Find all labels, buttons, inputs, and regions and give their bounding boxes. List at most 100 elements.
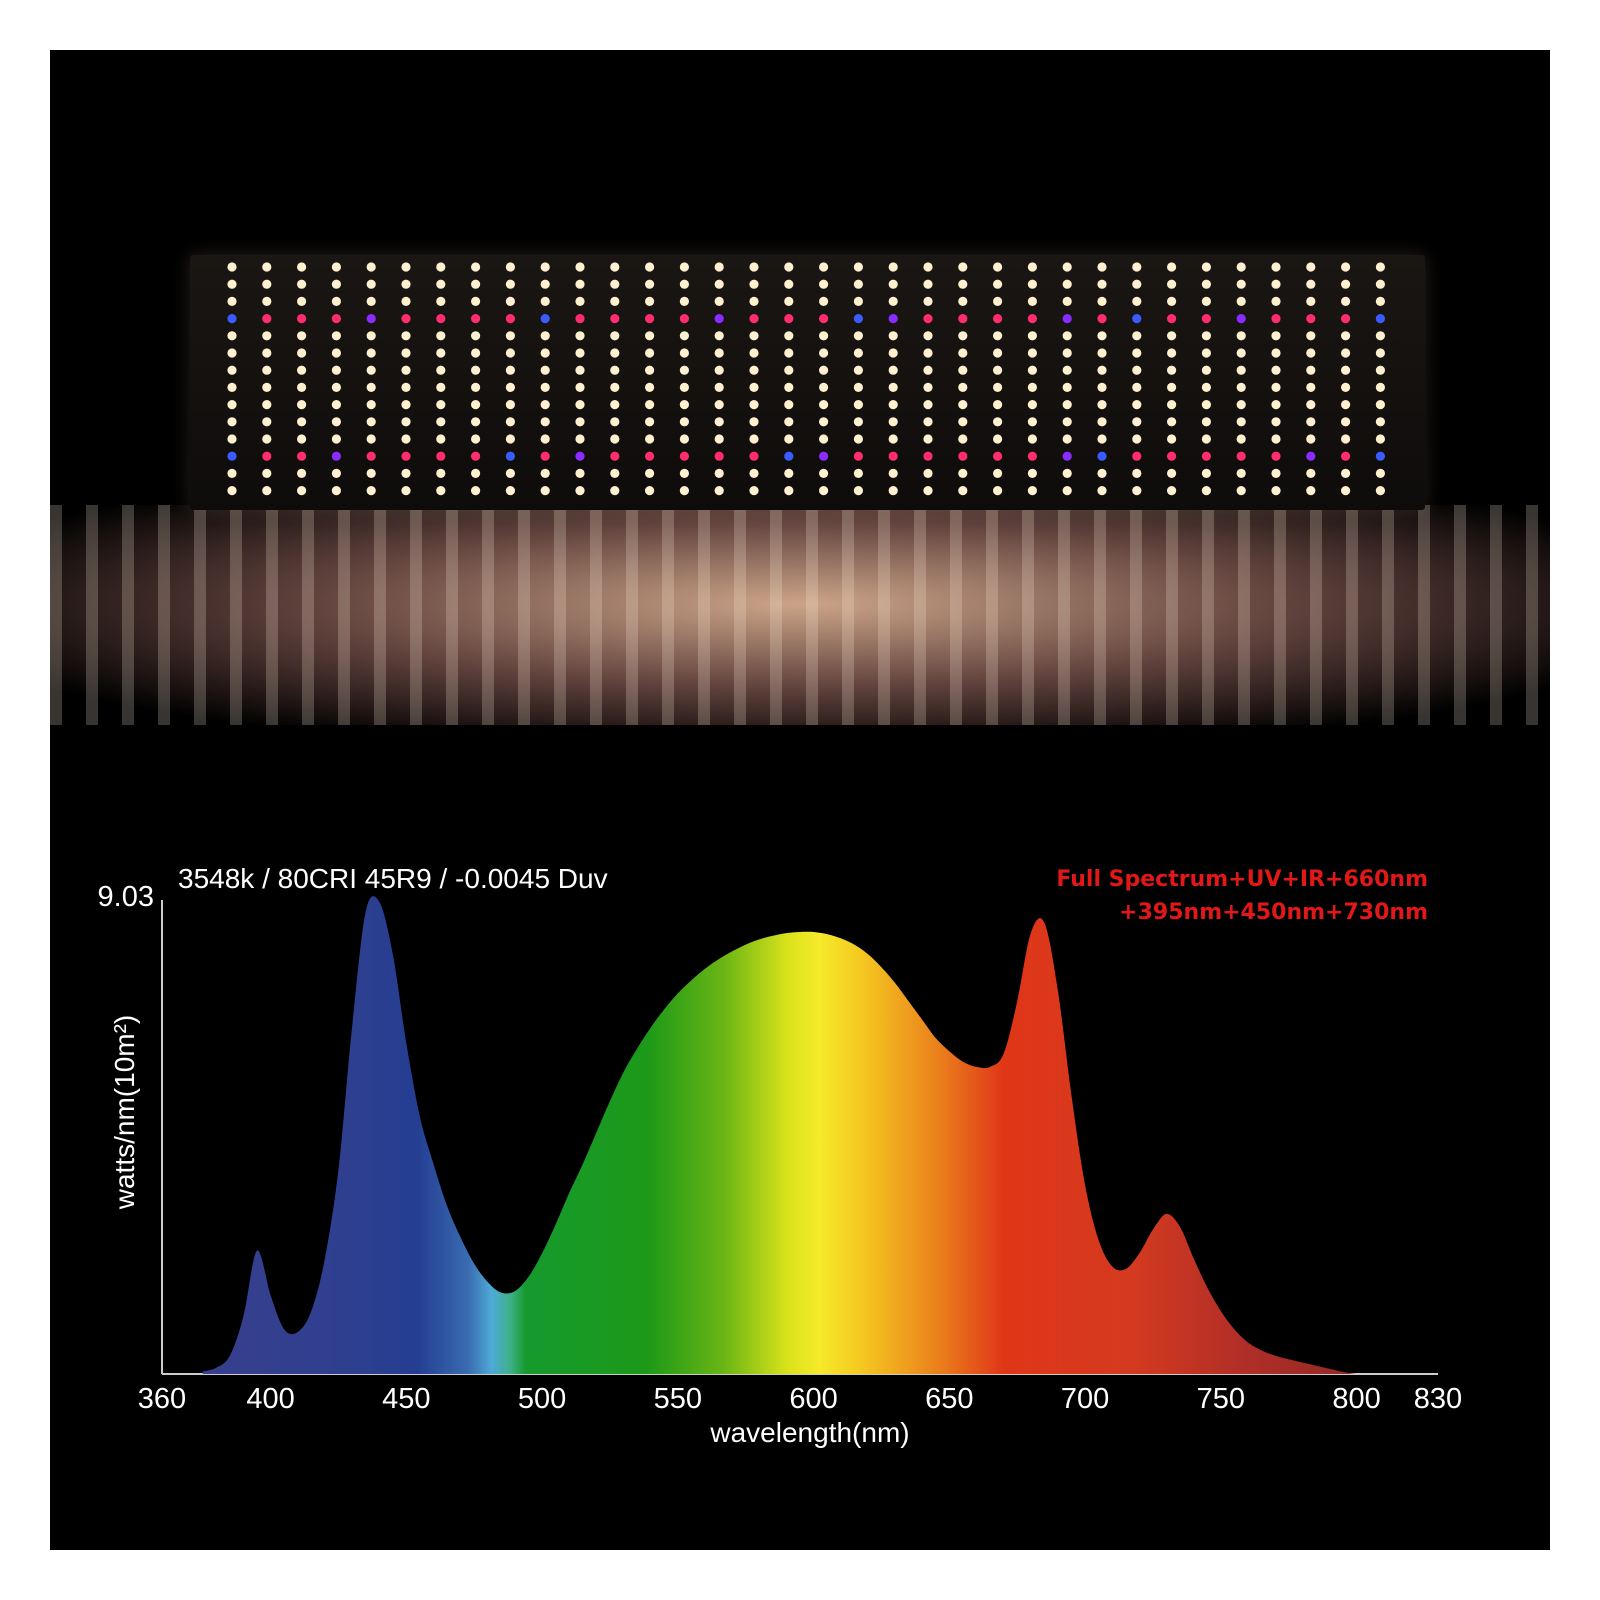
led-chip <box>1062 262 1072 272</box>
led-chip <box>471 382 481 392</box>
led-chip <box>610 365 620 375</box>
led-chip <box>471 365 481 375</box>
led-chip <box>714 365 724 375</box>
led-chip <box>1201 468 1211 478</box>
led-chip <box>1271 417 1281 427</box>
x-axis-title: wavelength(nm) <box>709 1417 909 1448</box>
led-chip <box>749 262 759 272</box>
led-chip <box>853 348 864 358</box>
led-chip <box>853 468 864 478</box>
led-chip <box>679 382 689 392</box>
led-chip <box>784 417 794 427</box>
led-chip <box>1027 486 1037 496</box>
led-chip <box>1271 314 1281 324</box>
led-chip <box>331 417 341 427</box>
led-chip <box>575 451 585 461</box>
led-chip <box>1132 296 1142 306</box>
led-chip <box>1306 296 1316 306</box>
led-chip <box>1062 365 1072 375</box>
led-chip <box>1271 331 1281 341</box>
led-chip <box>749 417 759 427</box>
led-chip <box>366 296 376 306</box>
led-chip <box>436 331 446 341</box>
led-chip <box>888 486 898 496</box>
led-chip <box>819 434 829 444</box>
led-chip <box>958 486 968 496</box>
led-chip <box>1062 417 1072 427</box>
led-chip <box>575 331 585 341</box>
led-chip <box>610 451 620 461</box>
led-chip <box>958 365 968 375</box>
led-chip <box>1375 314 1385 324</box>
led-chip <box>1132 417 1142 427</box>
led-chip <box>819 417 829 427</box>
led-chip <box>1062 331 1072 341</box>
led-chip <box>471 434 481 444</box>
led-chip <box>610 279 620 289</box>
led-chip <box>1167 365 1177 375</box>
led-chip <box>1132 468 1142 478</box>
led-chip <box>262 296 272 306</box>
led-chip <box>645 468 655 478</box>
led-chip <box>1167 382 1177 392</box>
led-chip <box>993 434 1003 444</box>
led-chip <box>610 348 620 358</box>
led-chip <box>1236 434 1246 444</box>
led-chip <box>401 262 411 272</box>
x-tick-label: 500 <box>518 1383 566 1415</box>
led-chip <box>1375 451 1385 461</box>
led-chip <box>1027 451 1037 461</box>
led-chip <box>958 331 968 341</box>
led-chip <box>1271 486 1281 496</box>
led-chip <box>227 262 237 272</box>
led-chip <box>993 451 1003 461</box>
led-chip <box>1062 296 1072 306</box>
led-chip <box>331 382 341 392</box>
led-chip <box>505 296 515 306</box>
led-chip <box>1097 262 1107 272</box>
led-chip <box>471 417 481 427</box>
led-chip <box>1097 400 1107 410</box>
led-chip <box>436 382 446 392</box>
led-chip <box>401 468 411 478</box>
led-chip <box>297 486 307 496</box>
led-chip <box>331 348 341 358</box>
led-chip <box>1027 365 1037 375</box>
led-chip <box>505 262 515 272</box>
led-chip <box>1132 382 1142 392</box>
led-chip <box>853 262 864 272</box>
led-chip <box>819 382 829 392</box>
led-chip <box>819 451 829 461</box>
led-chip <box>471 348 481 358</box>
led-chip <box>436 365 446 375</box>
led-chip <box>1167 296 1177 306</box>
led-chip <box>714 348 724 358</box>
led-chip <box>436 486 446 496</box>
led-chip <box>853 417 864 427</box>
led-chip <box>645 434 655 444</box>
led-chip <box>1132 451 1142 461</box>
led-chip <box>958 417 968 427</box>
spectrum-chart: 3548k / 80CRI 45R9 / -0.0045 Duv Full Sp… <box>98 863 1463 1448</box>
led-chip <box>645 486 655 496</box>
led-chip <box>853 434 864 444</box>
led-chip <box>1167 486 1177 496</box>
led-chip <box>784 296 794 306</box>
led-chip <box>784 400 794 410</box>
led-chip <box>784 468 794 478</box>
led-chip <box>505 486 515 496</box>
led-chip <box>297 434 307 444</box>
led-chip <box>993 468 1003 478</box>
led-chip <box>227 365 237 375</box>
led-chip <box>436 400 446 410</box>
led-chip <box>784 451 794 461</box>
led-chip <box>749 400 759 410</box>
x-tick-label: 600 <box>789 1383 837 1415</box>
led-chip <box>540 417 550 427</box>
led-chip <box>227 331 237 341</box>
led-chip <box>1375 331 1385 341</box>
led-chip <box>575 434 585 444</box>
led-chip <box>1306 262 1316 272</box>
led-chip <box>575 314 585 324</box>
led-chip <box>331 434 341 444</box>
